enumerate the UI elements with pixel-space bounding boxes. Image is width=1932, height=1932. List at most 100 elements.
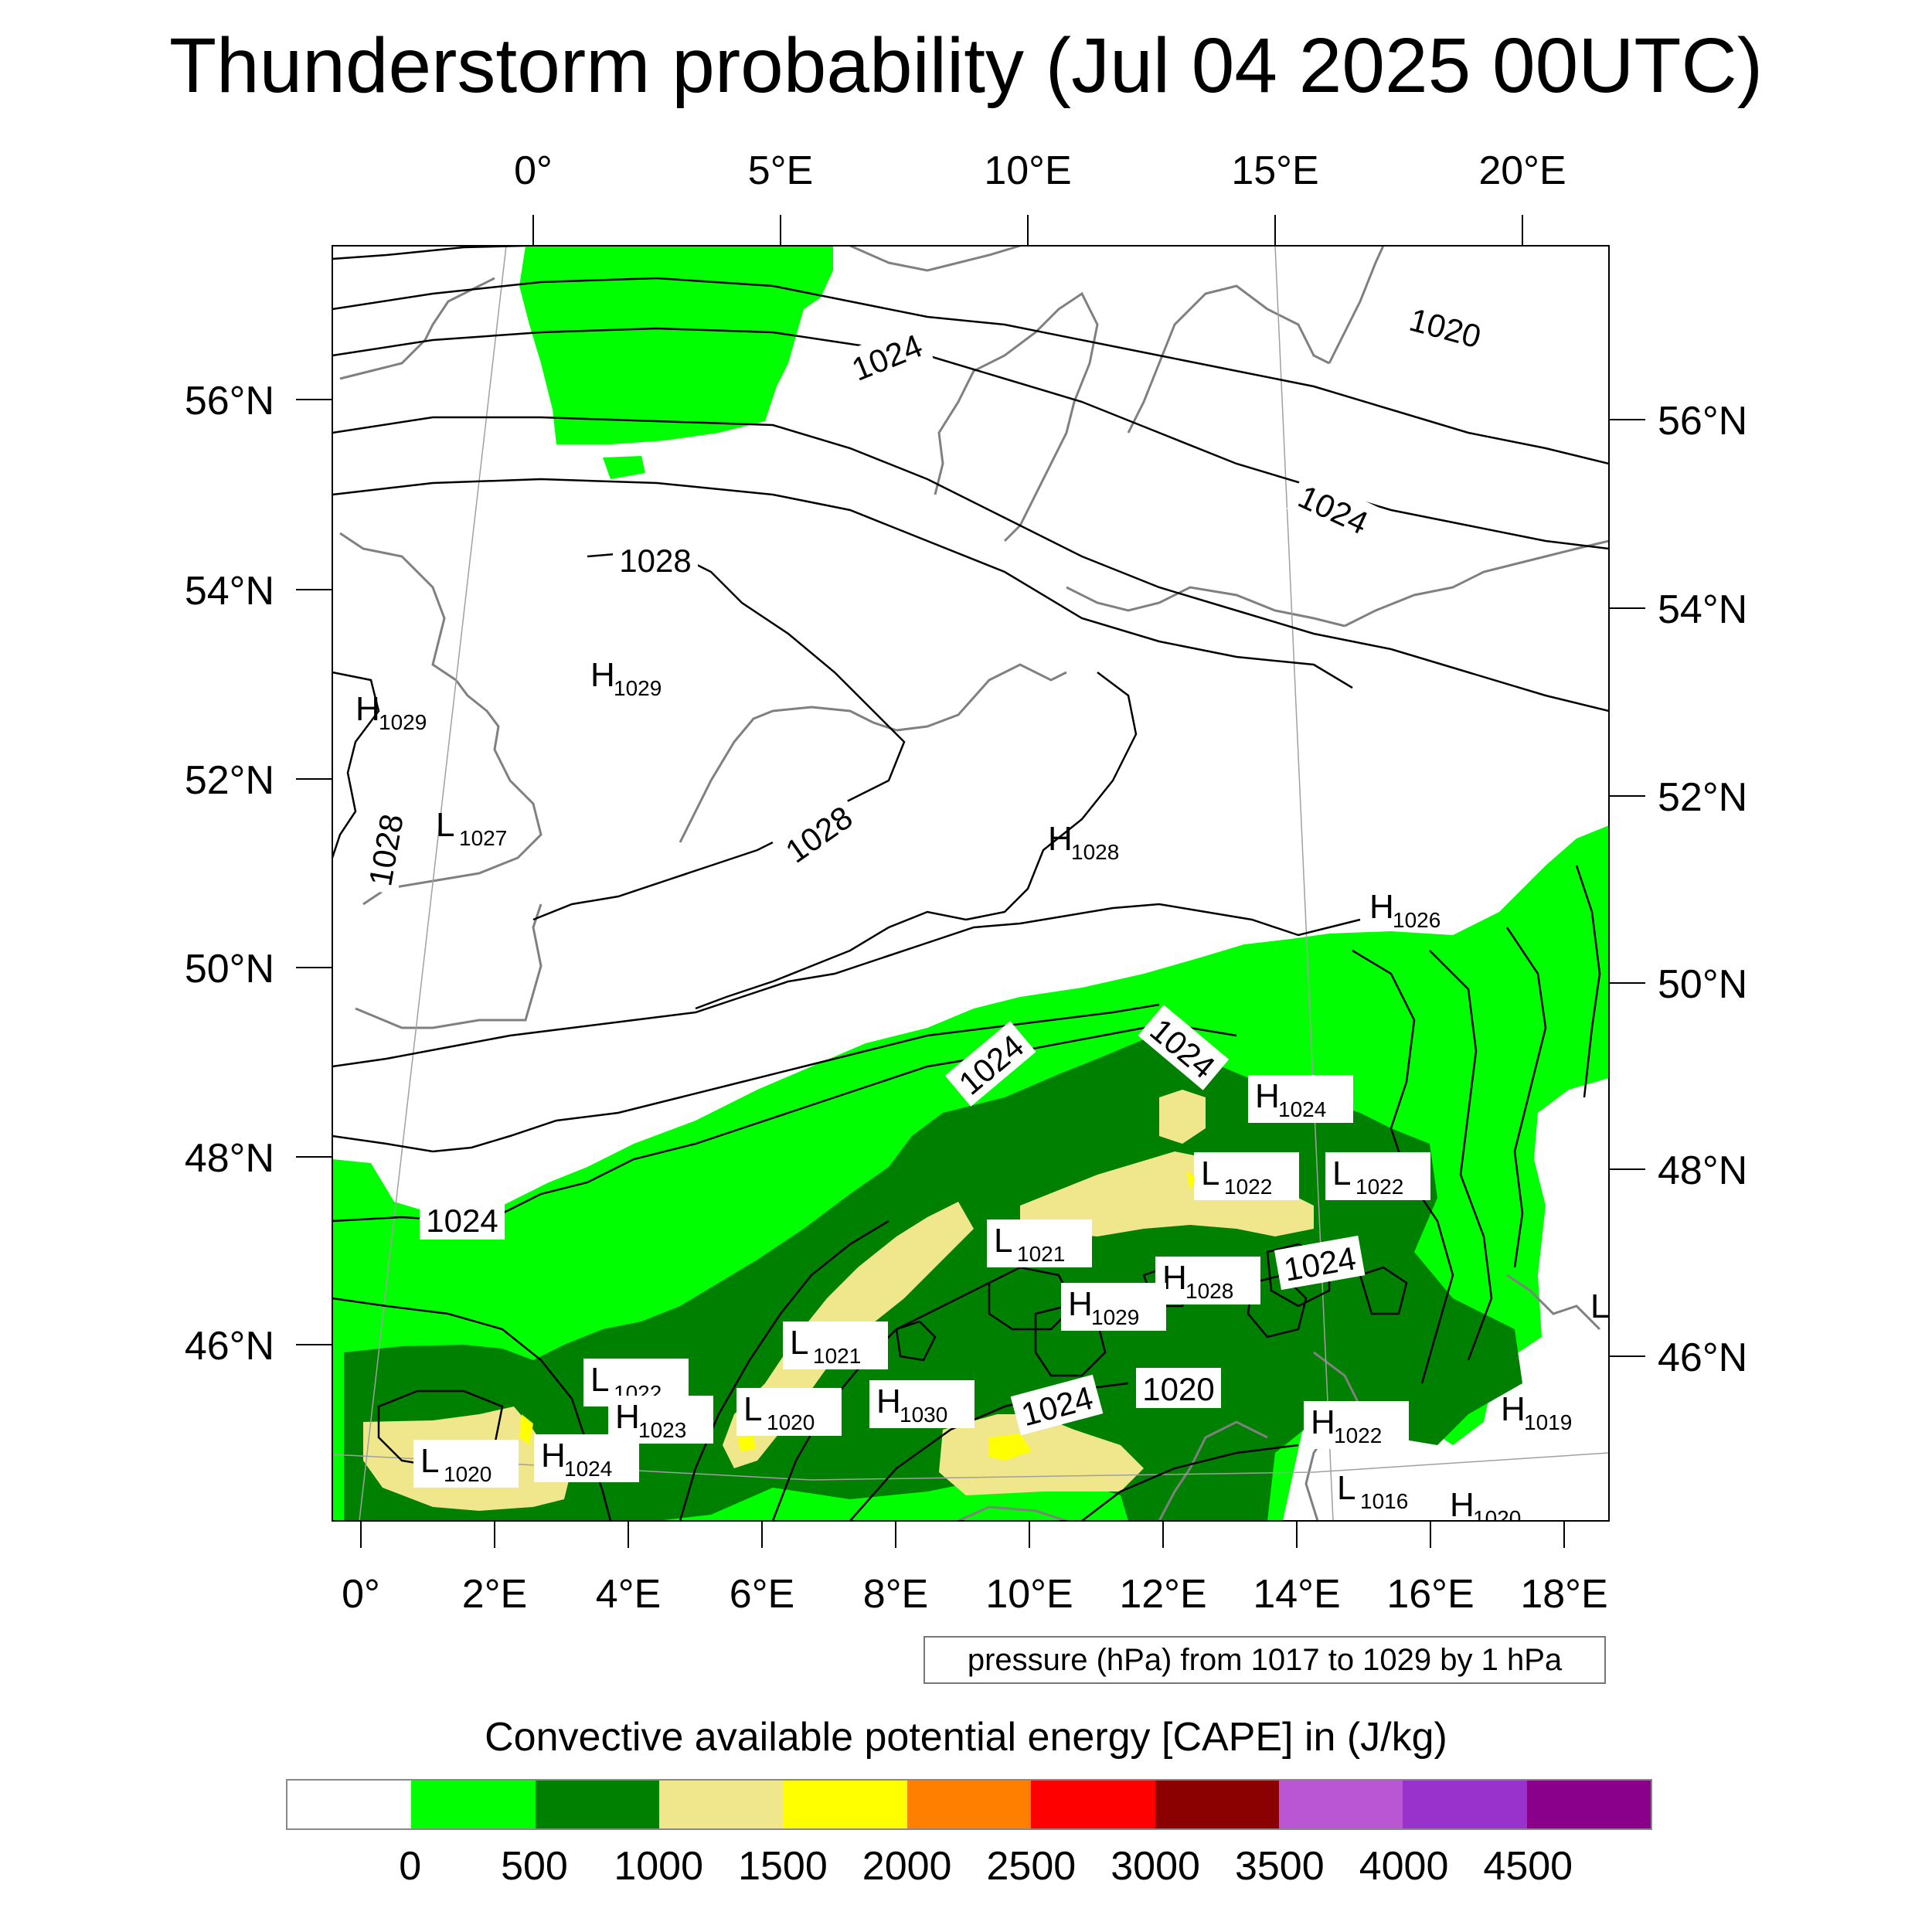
isobar-low-7 [1266,1243,1331,1308]
svg-text:L: L [790,1324,808,1362]
colorbar-label: 4500 [1483,1844,1573,1889]
isobar-2 [332,277,1609,465]
contour-label-2: 1020 [1399,296,1492,358]
colorbar-swatch [783,1781,907,1828]
contour-label-3: 1024 [1287,472,1381,545]
svg-text:1022: 1022 [1334,1423,1382,1447]
svg-text:L: L [1201,1155,1219,1192]
cape-area-yellow-1 [519,1414,533,1445]
colorbar-swatch [1403,1781,1527,1828]
svg-text:1020: 1020 [1142,1371,1214,1407]
colorbar-label: 2000 [862,1844,952,1889]
top-tick-label: 15°E [1231,148,1318,193]
map-plot-area: 1024 1020 1024 1028 1028 1028 [332,246,1609,1521]
coast-scotland [339,277,495,380]
isobar-4 [332,416,1609,713]
coast-germany-north [896,663,1067,732]
coast-britain-east [339,532,543,906]
bottom-axis: 0° 2°E 4°E 6°E 8°E 10°E 12°E 14°E 16°E 1… [342,1521,1608,1617]
svg-text:1021: 1021 [813,1344,861,1368]
isobar-east-3 [1505,927,1547,1268]
svg-text:H: H [1501,1390,1526,1428]
svg-text:L: L [994,1222,1012,1260]
isobar-east-2 [1429,950,1493,1361]
bottom-tick-label: 8°E [863,1572,928,1617]
colorbar-label: 1000 [614,1844,704,1889]
pressure-center-15: L 1020 [736,1388,842,1436]
svg-text:H: H [1048,820,1073,858]
bottom-tick-label: 14°E [1253,1572,1340,1617]
svg-text:1024: 1024 [564,1457,612,1481]
isobar-3 [332,327,1609,550]
coast-baltic-germany [1066,586,1345,628]
contour-label-12: 1020 [1136,1368,1221,1408]
bottom-tick-label: 6°E [730,1572,794,1617]
top-tick-label: 5°E [748,148,813,193]
isobar-east-4 [1575,865,1601,1098]
colorbar-swatch [1278,1781,1403,1828]
contour-info-box: pressure (hPa) from 1017 to 1029 by 1 hP… [923,1636,1606,1684]
left-tick-label: 56°N [185,379,274,423]
colorbar-swatch [287,1781,412,1828]
left-tick-label: 52°N [185,758,274,803]
svg-text:1028: 1028 [362,811,410,889]
cape-yellow-areas [519,1171,1196,1461]
cape-area-north-sea [519,246,833,444]
svg-text:1028: 1028 [1185,1279,1233,1303]
svg-text:L: L [743,1390,762,1428]
contour-label-6: 1028 [357,804,413,896]
svg-text:1027: 1027 [459,826,507,850]
cape-area-north-sea-small [603,456,645,479]
svg-text:1022: 1022 [1355,1175,1403,1199]
svg-text:1020: 1020 [767,1410,815,1434]
isobar-1028-west [332,671,380,859]
pressure-center-21: L 1016 [1337,1469,1408,1513]
colorbar-label: 3000 [1111,1844,1200,1889]
svg-text:1023: 1023 [638,1418,686,1442]
svg-text:1021: 1021 [1017,1242,1065,1266]
colorbar-label: 1500 [738,1844,828,1889]
right-tick-label: 52°N [1658,775,1747,820]
svg-text:H: H [541,1437,566,1475]
right-tick-label: 50°N [1658,962,1747,1007]
svg-text:L: L [420,1442,439,1480]
colorbar-label: 500 [501,1844,568,1889]
colorbar-swatch [1526,1781,1651,1828]
isobar-low-8 [1359,1266,1408,1315]
left-tick-label: 48°N [185,1136,274,1181]
meridian-0 [359,246,507,1521]
bottom-tick-label: 12°E [1119,1572,1206,1617]
svg-text:H: H [876,1383,901,1420]
svg-text:H: H [1255,1077,1280,1115]
svg-text:1030: 1030 [900,1403,947,1427]
top-axis: 0° 5°E 10°E 15°E 20°E [514,148,1566,246]
pressure-center-9: L 1021 [987,1219,1092,1267]
contour-label-4: 1028 [613,539,698,580]
right-tick-label: 48°N [1658,1148,1747,1193]
coast-france-north [355,903,543,1029]
coast-sweden [1127,284,1330,434]
svg-text:L: L [436,806,454,844]
right-tick-label: 46°N [1658,1335,1747,1380]
pressure-center-12: L 1021 [783,1321,888,1369]
svg-text:1019: 1019 [1524,1410,1572,1434]
colorbar-swatch [535,1781,660,1828]
svg-text:L: L [1590,1287,1609,1325]
bottom-tick-label: 0° [342,1572,380,1617]
colorbar-label: 4000 [1359,1844,1449,1889]
svg-text:1022: 1022 [1224,1175,1272,1199]
colorbar-swatch [1031,1781,1155,1828]
pressure-center-23: L [1590,1287,1609,1325]
top-tick-label: 10°E [984,148,1071,193]
svg-text:L: L [1332,1155,1351,1192]
map-frame [332,245,1610,1522]
